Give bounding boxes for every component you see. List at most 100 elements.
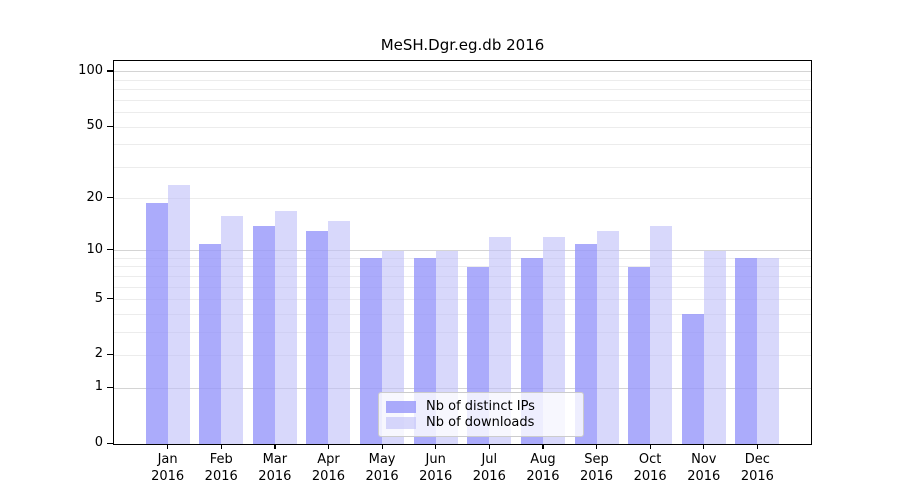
minor-gridline (114, 89, 811, 91)
x-tick-label: Aug 2016 (511, 452, 575, 485)
y-tick-label: 10 (86, 241, 103, 257)
minor-gridline (114, 166, 811, 168)
minor-gridline (114, 354, 811, 356)
x-tick-mark (703, 444, 705, 449)
y-tick-mark (107, 298, 113, 300)
x-tick-label: Jan 2016 (136, 452, 200, 485)
x-tick-month: Oct (638, 452, 662, 467)
x-tick-year: 2016 (258, 468, 292, 484)
minor-gridline (114, 99, 811, 101)
x-tick-mark (167, 444, 169, 449)
bar-distinct-ips (306, 231, 329, 444)
bar-distinct-ips (360, 258, 383, 444)
x-tick-label: Jun 2016 (404, 452, 468, 485)
x-tick-label: May 2016 (350, 452, 414, 485)
bar-distinct-ips (628, 266, 651, 444)
minor-gridline (114, 112, 811, 114)
y-tick-mark (107, 386, 113, 388)
y-tick-label: 2 (94, 346, 103, 362)
x-tick-label: Sep 2016 (565, 452, 629, 485)
legend-item-downloads: Nb of downloads (386, 415, 574, 430)
x-tick-year: 2016 (740, 468, 774, 484)
x-tick-mark (488, 444, 490, 449)
x-tick-label: Dec 2016 (725, 452, 789, 485)
legend-label-distinct-ips: Nb of distinct IPs (426, 399, 535, 414)
bar-downloads (650, 225, 673, 444)
bar-downloads (167, 184, 190, 444)
legend-label-downloads: Nb of downloads (426, 415, 535, 430)
x-tick-month: Aug (530, 452, 556, 467)
y-tick-label: 100 (78, 62, 103, 78)
x-tick-year: 2016 (633, 468, 667, 484)
x-tick-month: Apr (317, 452, 340, 467)
x-tick-year: 2016 (204, 468, 238, 484)
minor-gridline (114, 299, 811, 301)
minor-gridline (114, 286, 811, 288)
legend-swatch-downloads (386, 416, 416, 429)
x-tick-month: Jul (481, 452, 498, 467)
x-tick-mark (220, 444, 222, 449)
x-tick-month: Nov (691, 452, 717, 467)
legend-item-distinct-ips: Nb of distinct IPs (386, 399, 574, 414)
x-tick-label: Nov 2016 (672, 452, 736, 485)
major-gridline (114, 71, 811, 73)
x-tick-year: 2016 (579, 468, 614, 484)
y-tick-mark (107, 442, 113, 444)
minor-gridline (114, 126, 811, 128)
y-tick-label: 5 (94, 290, 103, 306)
x-tick-mark (756, 444, 759, 449)
minor-gridline (114, 313, 811, 315)
bar-downloads (221, 215, 244, 444)
x-tick-year: 2016 (365, 468, 399, 484)
minor-gridline (114, 257, 811, 259)
minor-gridline (114, 275, 811, 277)
bar-downloads (596, 231, 619, 444)
x-tick-year: 2016 (151, 468, 185, 484)
y-tick-mark (107, 125, 113, 127)
x-tick-mark (327, 444, 330, 449)
bar-distinct-ips (145, 202, 168, 444)
x-tick-month: May (368, 452, 396, 467)
y-tick-label: 50 (86, 118, 103, 134)
bar-downloads (274, 211, 297, 444)
minor-gridline (114, 79, 811, 81)
x-tick-mark (649, 444, 651, 449)
bar-distinct-ips (252, 225, 275, 444)
chart-title: MeSH.Dgr.eg.db 2016 (380, 36, 545, 54)
bar-distinct-ips (199, 243, 222, 444)
bar-distinct-ips (735, 258, 758, 444)
major-gridline (114, 250, 811, 252)
minor-gridline (114, 198, 811, 200)
y-tick-mark (107, 249, 113, 251)
plot-area (113, 60, 812, 445)
minor-gridline (114, 266, 811, 268)
x-tick-month: Dec (744, 452, 770, 467)
bar-downloads (703, 250, 726, 444)
legend: Nb of distinct IPs Nb of downloads (378, 392, 584, 437)
x-tick-label: Jul 2016 (457, 452, 521, 485)
bar-distinct-ips (681, 314, 704, 444)
x-tick-mark (381, 444, 383, 449)
x-tick-month: Mar (262, 452, 288, 467)
x-tick-year: 2016 (687, 468, 721, 484)
x-tick-month: Jan (157, 452, 178, 467)
x-tick-label: Apr 2016 (296, 452, 360, 485)
x-tick-mark (274, 444, 276, 449)
bar-downloads (757, 258, 780, 444)
y-tick-mark (107, 70, 113, 72)
legend-swatch-distinct-ips (386, 400, 416, 413)
y-tick-mark (107, 353, 113, 356)
x-tick-month: Jun (425, 452, 446, 467)
y-tick-label: 0 (94, 435, 103, 450)
x-tick-year: 2016 (311, 468, 345, 484)
x-tick-mark (542, 444, 544, 449)
x-tick-month: Feb (209, 452, 233, 467)
y-tick-label: 20 (86, 189, 103, 205)
minor-gridline (114, 144, 811, 146)
y-tick-mark (107, 197, 113, 199)
x-tick-year: 2016 (526, 468, 560, 484)
x-tick-label: Feb 2016 (189, 452, 253, 485)
minor-gridline (114, 331, 811, 333)
x-tick-label: Oct 2016 (618, 452, 682, 485)
